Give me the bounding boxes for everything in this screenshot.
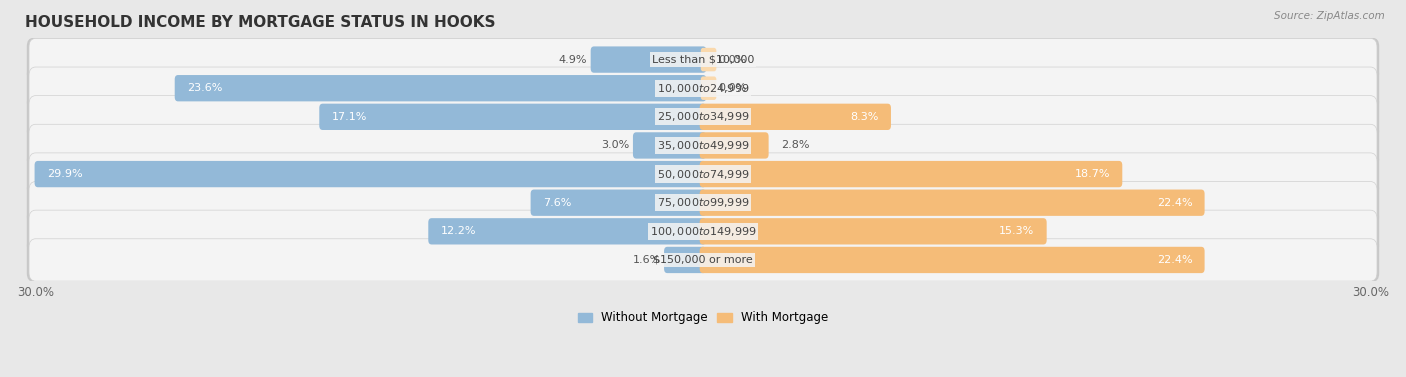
- Text: $50,000 to $74,999: $50,000 to $74,999: [657, 168, 749, 181]
- Text: 22.4%: 22.4%: [1157, 255, 1192, 265]
- FancyBboxPatch shape: [30, 96, 1376, 138]
- Text: 8.3%: 8.3%: [851, 112, 879, 122]
- FancyBboxPatch shape: [700, 247, 1205, 273]
- Text: 15.3%: 15.3%: [1000, 226, 1035, 236]
- Text: 1.6%: 1.6%: [633, 255, 661, 265]
- FancyBboxPatch shape: [27, 181, 1379, 224]
- Text: 12.2%: 12.2%: [440, 226, 477, 236]
- FancyBboxPatch shape: [27, 66, 1379, 110]
- FancyBboxPatch shape: [633, 132, 706, 159]
- Text: 3.0%: 3.0%: [602, 141, 630, 150]
- Text: 23.6%: 23.6%: [187, 83, 222, 93]
- Text: Less than $10,000: Less than $10,000: [652, 55, 754, 64]
- FancyBboxPatch shape: [429, 218, 706, 245]
- Text: 22.4%: 22.4%: [1157, 198, 1192, 208]
- FancyBboxPatch shape: [591, 46, 706, 73]
- Text: 2.8%: 2.8%: [780, 141, 810, 150]
- FancyBboxPatch shape: [530, 190, 706, 216]
- Text: $10,000 to $24,999: $10,000 to $24,999: [657, 82, 749, 95]
- Text: $35,000 to $49,999: $35,000 to $49,999: [657, 139, 749, 152]
- Text: $150,000 or more: $150,000 or more: [654, 255, 752, 265]
- FancyBboxPatch shape: [700, 190, 1205, 216]
- FancyBboxPatch shape: [700, 161, 1122, 187]
- FancyBboxPatch shape: [174, 75, 706, 101]
- FancyBboxPatch shape: [30, 124, 1376, 167]
- Text: 7.6%: 7.6%: [543, 198, 571, 208]
- FancyBboxPatch shape: [27, 95, 1379, 139]
- FancyBboxPatch shape: [27, 238, 1379, 282]
- FancyBboxPatch shape: [700, 77, 716, 100]
- FancyBboxPatch shape: [700, 218, 1046, 245]
- Text: $75,000 to $99,999: $75,000 to $99,999: [657, 196, 749, 209]
- FancyBboxPatch shape: [27, 152, 1379, 196]
- Text: 18.7%: 18.7%: [1074, 169, 1111, 179]
- FancyBboxPatch shape: [27, 38, 1379, 81]
- FancyBboxPatch shape: [30, 153, 1376, 195]
- Text: 29.9%: 29.9%: [46, 169, 83, 179]
- Text: HOUSEHOLD INCOME BY MORTGAGE STATUS IN HOOKS: HOUSEHOLD INCOME BY MORTGAGE STATUS IN H…: [24, 15, 495, 30]
- FancyBboxPatch shape: [700, 104, 891, 130]
- Legend: Without Mortgage, With Mortgage: Without Mortgage, With Mortgage: [574, 307, 832, 329]
- Text: $100,000 to $149,999: $100,000 to $149,999: [650, 225, 756, 238]
- Text: 0.0%: 0.0%: [718, 83, 747, 93]
- FancyBboxPatch shape: [35, 161, 706, 187]
- Text: 4.9%: 4.9%: [558, 55, 588, 64]
- FancyBboxPatch shape: [319, 104, 706, 130]
- FancyBboxPatch shape: [30, 181, 1376, 224]
- FancyBboxPatch shape: [664, 247, 706, 273]
- FancyBboxPatch shape: [700, 48, 716, 71]
- FancyBboxPatch shape: [30, 38, 1376, 81]
- Text: 17.1%: 17.1%: [332, 112, 367, 122]
- FancyBboxPatch shape: [700, 132, 769, 159]
- FancyBboxPatch shape: [30, 67, 1376, 109]
- FancyBboxPatch shape: [27, 210, 1379, 253]
- Text: $25,000 to $34,999: $25,000 to $34,999: [657, 110, 749, 123]
- FancyBboxPatch shape: [30, 210, 1376, 253]
- FancyBboxPatch shape: [30, 239, 1376, 281]
- Text: 0.0%: 0.0%: [718, 55, 747, 64]
- Text: Source: ZipAtlas.com: Source: ZipAtlas.com: [1274, 11, 1385, 21]
- FancyBboxPatch shape: [27, 124, 1379, 167]
